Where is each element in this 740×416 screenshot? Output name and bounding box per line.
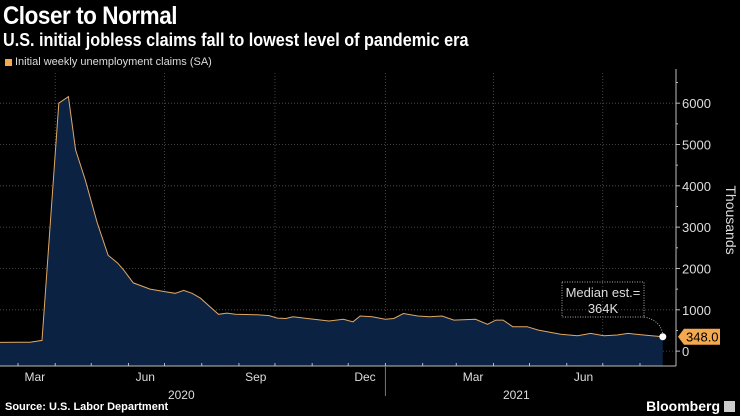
series-area	[0, 96, 663, 366]
legend: Initial weekly unemployment claims (SA)	[5, 56, 212, 68]
annotation: 348.0 Median est.=364K	[561, 281, 720, 345]
x-tick-label: Mar	[24, 370, 45, 384]
legend-label: Initial weekly unemployment claims (SA)	[15, 56, 212, 68]
last-value-text: 348.0	[686, 330, 719, 345]
annotation-line2: 364K	[588, 301, 619, 316]
y-tick-label: 3000	[682, 220, 711, 235]
last-value-badge	[678, 328, 720, 345]
y-tick-label: 4000	[682, 179, 711, 194]
axes: 0 1000 2000 3000 4000 5000 6000 Mar Jun Sep Dec Mar…	[0, 69, 739, 402]
series-line	[0, 95, 663, 343]
chart-title: Closer to Normal	[3, 2, 178, 30]
annotation-line1: Median est.=	[566, 285, 641, 300]
source-note: Source: U.S. Labor Department	[5, 401, 169, 413]
y-tick-label: 2000	[682, 261, 711, 276]
last-value-marker	[659, 333, 667, 341]
x-tick-label: Sep	[245, 370, 267, 384]
y-axis-label: Thousands	[723, 185, 739, 254]
x-tick-label: Dec	[354, 370, 375, 384]
legend-swatch	[5, 58, 12, 66]
x-tick-label: Jun	[574, 370, 593, 384]
x-tick-label: Mar	[463, 370, 484, 384]
annotation-leader	[643, 316, 664, 334]
y-tick-label: 0	[682, 344, 689, 359]
bloomberg-logo: Bloomberg	[646, 398, 720, 414]
y-tick-label: 6000	[682, 96, 711, 111]
x-tick-label: Jun	[136, 370, 155, 384]
grid	[0, 73, 676, 366]
x-year-label: 2020	[168, 388, 195, 402]
x-year-label: 2021	[503, 388, 530, 402]
y-tick-label: 5000	[682, 137, 711, 152]
bloomberg-chart-icon	[724, 401, 735, 412]
y-tick-label: 1000	[682, 303, 711, 318]
chart-subtitle: U.S. initial jobless claims fall to lowe…	[3, 30, 469, 50]
annotation-box	[561, 281, 645, 318]
